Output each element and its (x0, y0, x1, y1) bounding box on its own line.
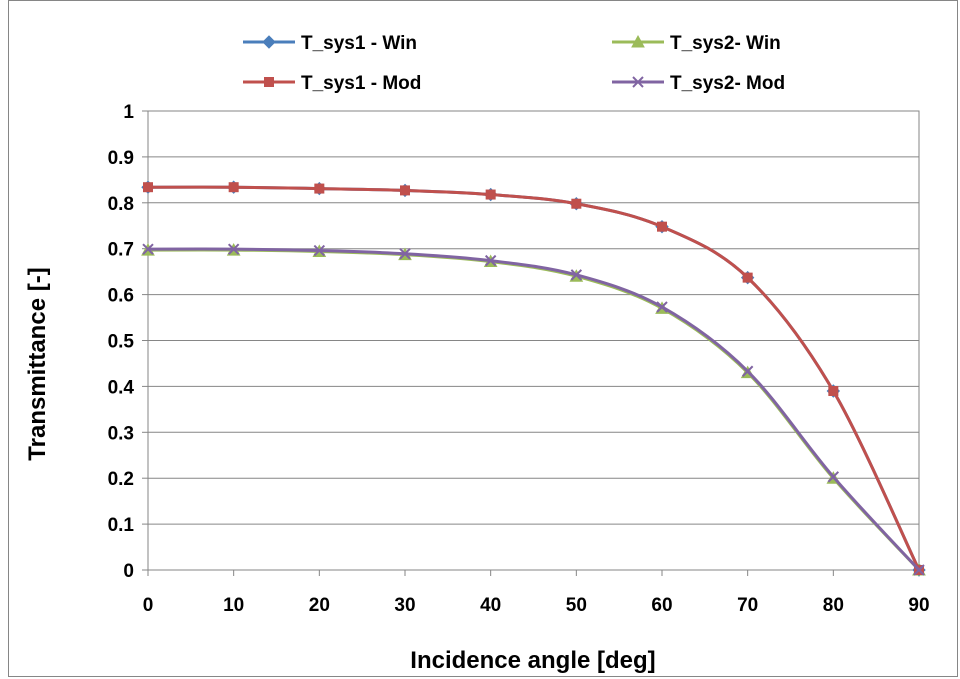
legend-label: T_sys2- Win (670, 33, 781, 54)
gridlines (148, 110, 919, 571)
x-tick-label: 40 (480, 595, 501, 616)
data-point-x (913, 564, 925, 576)
data-point-square (657, 221, 667, 232)
series-square (143, 182, 924, 575)
data-point-square (228, 182, 239, 193)
y-tick-label: 0.9 (108, 148, 134, 169)
series-x (142, 243, 925, 576)
data-point-square (742, 272, 753, 283)
tick-labels: 00.10.20.30.40.50.60.70.80.910 10 20 30 40 50… (108, 102, 930, 616)
y-tick-label: 0 (123, 561, 134, 582)
legend-label: T_sys1 - Win (301, 33, 417, 54)
legend-marker-diamond (262, 35, 276, 49)
legend-marker-triangle (631, 34, 645, 48)
x-tick-label: 10 (223, 595, 244, 616)
y-tick-label: 0.8 (108, 194, 134, 215)
x-tick-label: 20 (309, 595, 330, 616)
y-tick-label: 0.1 (108, 515, 135, 536)
data-point-x (741, 365, 754, 377)
y-tick-label: 0.6 (108, 286, 134, 307)
series-layer (141, 180, 926, 577)
legend-marker-x (632, 76, 644, 88)
series-line (147, 185, 921, 571)
data-point-x (399, 248, 411, 260)
legend-label: T_sys1 - Mod (301, 73, 421, 94)
series-line (147, 185, 921, 571)
data-point-square (143, 182, 153, 193)
x-tick-label: 80 (823, 595, 844, 616)
x-tick-label: 50 (566, 595, 587, 616)
series-line (147, 248, 921, 572)
legend-item: T_sys2- Mod (612, 73, 785, 94)
data-point-square (314, 183, 325, 194)
data-point-x (656, 301, 668, 313)
y-axis-title: Transmittance [-] (24, 267, 51, 460)
legend-item: T_sys2- Win (612, 33, 781, 54)
legend-item: T_sys1 - Mod (243, 73, 421, 94)
data-point-square (571, 198, 582, 209)
y-tick-label: 0.3 (108, 423, 134, 444)
legend-marker-square (264, 77, 274, 87)
legend-item: T_sys1 - Win (243, 33, 417, 54)
series-line (147, 247, 921, 572)
data-point-square (828, 385, 839, 396)
data-point-x (827, 471, 840, 483)
legend-label: T_sys2- Mod (670, 73, 785, 94)
data-point-x (142, 243, 154, 255)
y-tick-label: 0.4 (108, 377, 135, 398)
y-tick-label: 0.5 (108, 332, 135, 353)
data-point-x (313, 244, 326, 257)
x-tick-label: 70 (737, 595, 758, 616)
series-diamond (141, 180, 926, 577)
data-point-square (485, 189, 496, 200)
y-tick-label: 0.7 (108, 240, 134, 261)
x-axis-title: Incidence angle [deg] (410, 647, 655, 674)
data-point-x (570, 269, 583, 281)
data-point-x (227, 243, 240, 255)
legend: T_sys1 - Win T_sys2- Win T_sys1 - Mod T_sys… (243, 33, 785, 94)
y-tick-label: 1 (123, 102, 134, 123)
series-triangle (141, 243, 926, 576)
data-point-x (484, 254, 497, 267)
y-tick-label: 0.2 (108, 469, 134, 490)
x-tick-label: 60 (651, 595, 672, 616)
x-tick-label: 90 (908, 595, 929, 616)
data-point-square (400, 185, 410, 196)
x-tick-label: 30 (394, 595, 415, 616)
x-tick-label: 0 (143, 595, 154, 616)
